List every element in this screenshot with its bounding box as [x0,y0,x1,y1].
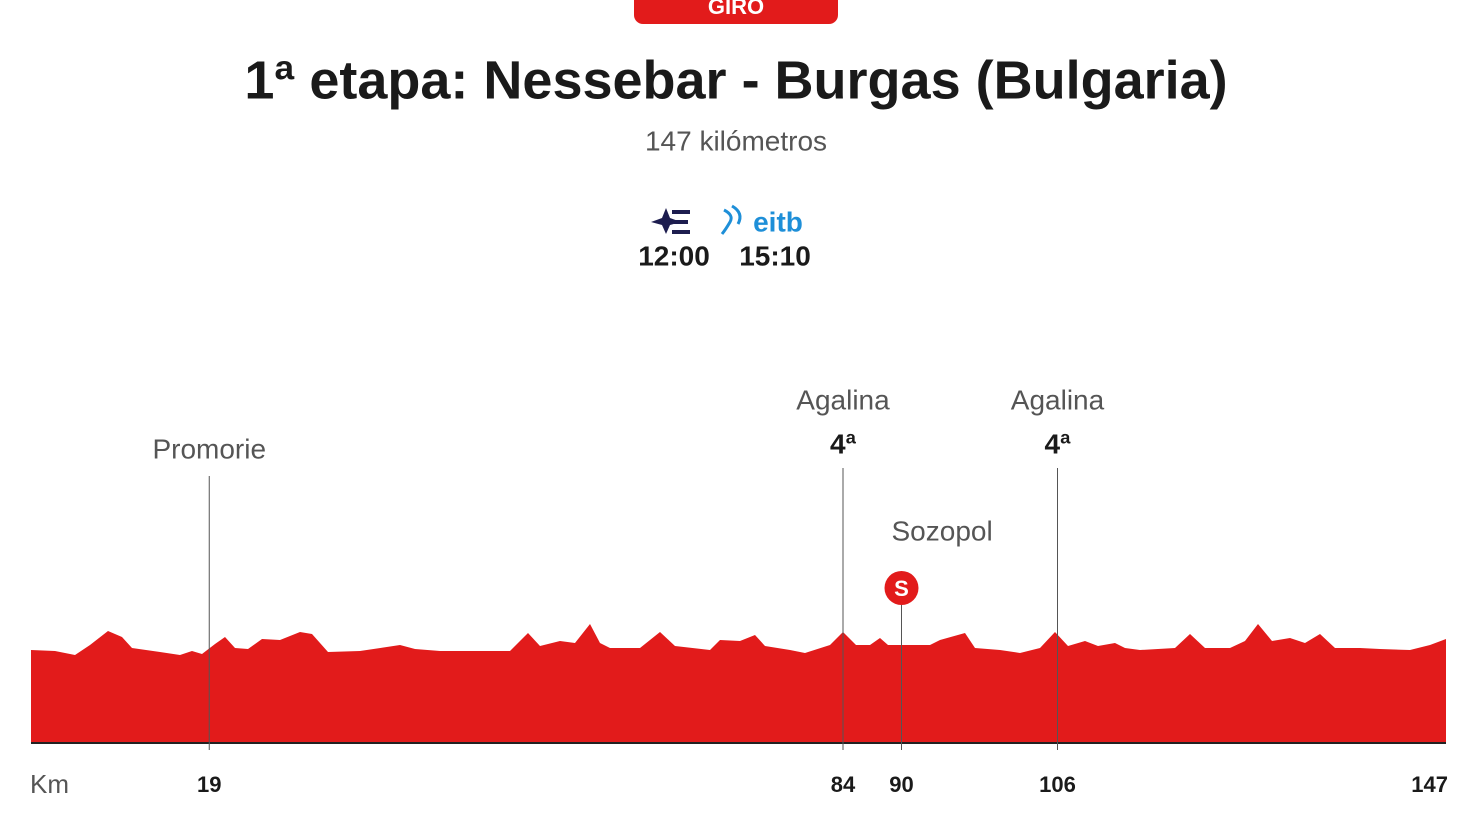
climb-category: 4ª [830,428,857,459]
km-label: 147 [1411,772,1448,797]
km-label: 84 [831,772,856,797]
broadcast-time: 12:00 [638,240,710,271]
climb-name: Agalina [796,384,890,415]
badge [634,0,838,24]
sprint-letter: S [894,576,909,601]
km-label: 106 [1039,772,1076,797]
badge-text: GIRO [708,0,764,19]
subtitle: 147 kilómetros [645,125,827,156]
place-name: Sozopol [892,515,993,546]
km-label: 90 [889,772,913,797]
climb-name: Agalina [1011,384,1105,415]
eitb-logo-text: eitb [753,206,803,237]
place-name: Promorie [152,433,266,464]
title: 1ª etapa: Nessebar - Burgas (Bulgaria) [244,50,1227,110]
sprint-icon [884,571,919,605]
eitb-logo [720,204,742,235]
climb-category: 4ª [1045,428,1072,459]
elevation-profile [31,624,1446,743]
km-label: 19 [197,772,221,797]
broadcast-time: 15:10 [739,240,811,271]
tve-logo [651,208,690,234]
axis-label: Km [30,769,69,799]
